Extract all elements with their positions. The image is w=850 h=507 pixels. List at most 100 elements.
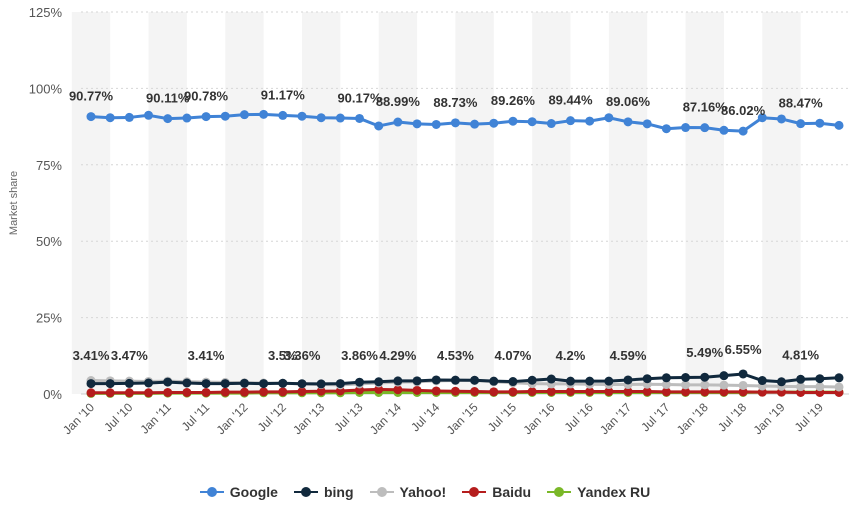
data-point xyxy=(316,379,326,389)
series-baidu xyxy=(86,384,844,398)
y-tick-label: 125% xyxy=(29,5,63,20)
data-point xyxy=(585,116,595,126)
data-point xyxy=(86,388,96,398)
legend-item-google[interactable]: Google xyxy=(199,484,278,500)
data-point xyxy=(239,387,249,397)
data-point xyxy=(163,377,173,387)
data-label: 90.17% xyxy=(337,90,382,105)
data-point xyxy=(757,113,767,123)
data-point xyxy=(105,388,115,398)
x-tick-label: Jan '12 xyxy=(214,400,251,437)
y-axis-label: Market share xyxy=(8,171,20,235)
data-point xyxy=(796,374,806,384)
data-point xyxy=(642,119,652,129)
data-point xyxy=(124,388,134,398)
data-point xyxy=(546,374,556,384)
data-point xyxy=(508,116,518,126)
data-point xyxy=(681,380,691,390)
data-point xyxy=(201,379,211,389)
legend-item-yandex-ru[interactable]: Yandex RU xyxy=(547,484,650,500)
x-tick-label: Jan '15 xyxy=(444,400,481,437)
data-point xyxy=(700,123,710,133)
data-label: 6.55% xyxy=(725,342,762,357)
data-point xyxy=(182,113,192,123)
data-point xyxy=(700,372,710,382)
data-point xyxy=(623,375,633,385)
x-tick-label: Jan '18 xyxy=(674,400,711,437)
legend-item-baidu[interactable]: Baidu xyxy=(462,484,531,500)
y-tick-label: 50% xyxy=(36,234,62,249)
x-tick-label: Jul '11 xyxy=(179,400,213,434)
data-label: 88.99% xyxy=(376,94,421,109)
series-line xyxy=(91,387,839,395)
data-point xyxy=(220,387,230,397)
data-label: 3.5% xyxy=(268,348,298,363)
legend-swatch xyxy=(199,487,224,497)
x-tick-label: Jul '17 xyxy=(638,400,672,434)
data-point xyxy=(508,387,518,397)
data-point xyxy=(527,117,537,127)
data-point xyxy=(470,375,480,385)
data-label: 89.26% xyxy=(491,93,536,108)
data-point xyxy=(201,387,211,397)
x-axis: Jan '10 Jul '10 Jan '11 Jul '11 Jan '12 Jul '… xyxy=(60,400,826,437)
data-point xyxy=(278,378,288,388)
data-point xyxy=(661,380,671,390)
data-point xyxy=(393,376,403,386)
data-point xyxy=(163,387,173,397)
series-line xyxy=(90,372,840,386)
data-point xyxy=(719,371,729,381)
background-band xyxy=(225,12,264,394)
data-point xyxy=(431,375,441,385)
legend-label: Google xyxy=(229,484,278,500)
data-point xyxy=(815,374,825,384)
data-point xyxy=(431,386,441,396)
data-point xyxy=(450,118,460,128)
data-point xyxy=(565,387,575,397)
legend: Google bing Yahoo! Baidu Yandex RU xyxy=(0,484,850,500)
data-label: 89.06% xyxy=(606,94,651,109)
data-point xyxy=(412,119,422,129)
background-band xyxy=(685,12,724,394)
data-label: 4.29% xyxy=(379,348,416,363)
data-point xyxy=(623,117,633,127)
data-point xyxy=(834,382,844,392)
legend-label: Baidu xyxy=(492,484,532,500)
data-point xyxy=(393,385,403,395)
series-layer xyxy=(86,109,844,398)
data-label: 4.53% xyxy=(437,348,474,363)
data-label: 90.11% xyxy=(146,91,190,106)
legend-swatch xyxy=(462,487,487,497)
x-tick-label: Jan '14 xyxy=(367,400,404,437)
data-label: 3.86% xyxy=(341,348,378,363)
data-point xyxy=(489,376,499,386)
legend-item-bing[interactable]: bing xyxy=(293,484,354,500)
series-line xyxy=(90,112,840,133)
background-band xyxy=(455,12,494,394)
data-label: 90.77% xyxy=(69,89,114,104)
data-point xyxy=(374,121,384,131)
x-tick-label: Jan '17 xyxy=(597,400,634,437)
x-tick-label: Jul '13 xyxy=(331,400,365,434)
legend-item-yahoo-[interactable]: Yahoo! xyxy=(369,484,446,500)
data-point xyxy=(259,109,269,119)
legend-swatch xyxy=(369,487,394,497)
data-point xyxy=(738,369,748,379)
data-point xyxy=(700,380,710,390)
data-point xyxy=(105,113,115,123)
data-point xyxy=(374,377,384,387)
x-tick-label: Jan '10 xyxy=(60,400,97,437)
background-band xyxy=(148,12,187,394)
data-point xyxy=(681,372,691,382)
series-google xyxy=(86,109,844,136)
data-point xyxy=(144,378,154,388)
data-point xyxy=(144,388,154,398)
data-label: 3.41% xyxy=(188,348,225,363)
data-point xyxy=(776,114,786,124)
data-point xyxy=(546,387,556,397)
data-point xyxy=(642,387,652,397)
data-point xyxy=(527,387,537,397)
data-point xyxy=(489,387,499,397)
data-point xyxy=(661,387,671,397)
